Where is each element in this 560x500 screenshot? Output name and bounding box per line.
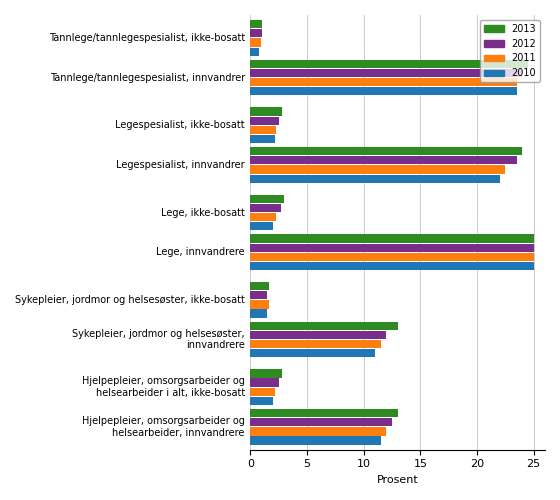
Bar	[250, 213, 277, 221]
Bar	[250, 69, 522, 77]
Bar	[250, 222, 273, 230]
Bar	[250, 244, 534, 252]
Bar	[250, 409, 398, 417]
Bar	[250, 300, 269, 308]
Bar	[250, 48, 259, 56]
Bar	[250, 166, 505, 173]
Bar	[250, 204, 281, 212]
Bar	[250, 370, 282, 378]
Bar	[250, 291, 268, 300]
Bar	[250, 194, 284, 203]
Bar	[250, 397, 273, 405]
Bar	[250, 388, 276, 396]
Legend: 2013, 2012, 2011, 2010: 2013, 2012, 2011, 2010	[480, 20, 540, 82]
Bar	[250, 174, 500, 183]
Bar	[250, 378, 279, 386]
Bar	[250, 436, 381, 444]
X-axis label: Prosent: Prosent	[377, 475, 418, 485]
Bar	[250, 262, 534, 270]
Bar	[250, 322, 398, 330]
Bar	[250, 135, 276, 143]
Bar	[250, 20, 262, 28]
Bar	[250, 282, 269, 290]
Bar	[250, 108, 282, 116]
Bar	[250, 310, 268, 318]
Bar	[250, 78, 517, 86]
Bar	[250, 147, 522, 156]
Bar	[250, 29, 262, 38]
Bar	[250, 252, 534, 261]
Bar	[250, 340, 381, 348]
Bar	[250, 38, 260, 46]
Bar	[250, 428, 386, 436]
Bar	[250, 126, 277, 134]
Bar	[250, 87, 517, 96]
Bar	[250, 60, 528, 68]
Bar	[250, 349, 375, 358]
Bar	[250, 116, 279, 124]
Bar	[250, 234, 534, 242]
Bar	[250, 418, 392, 426]
Bar	[250, 156, 517, 164]
Bar	[250, 331, 386, 339]
